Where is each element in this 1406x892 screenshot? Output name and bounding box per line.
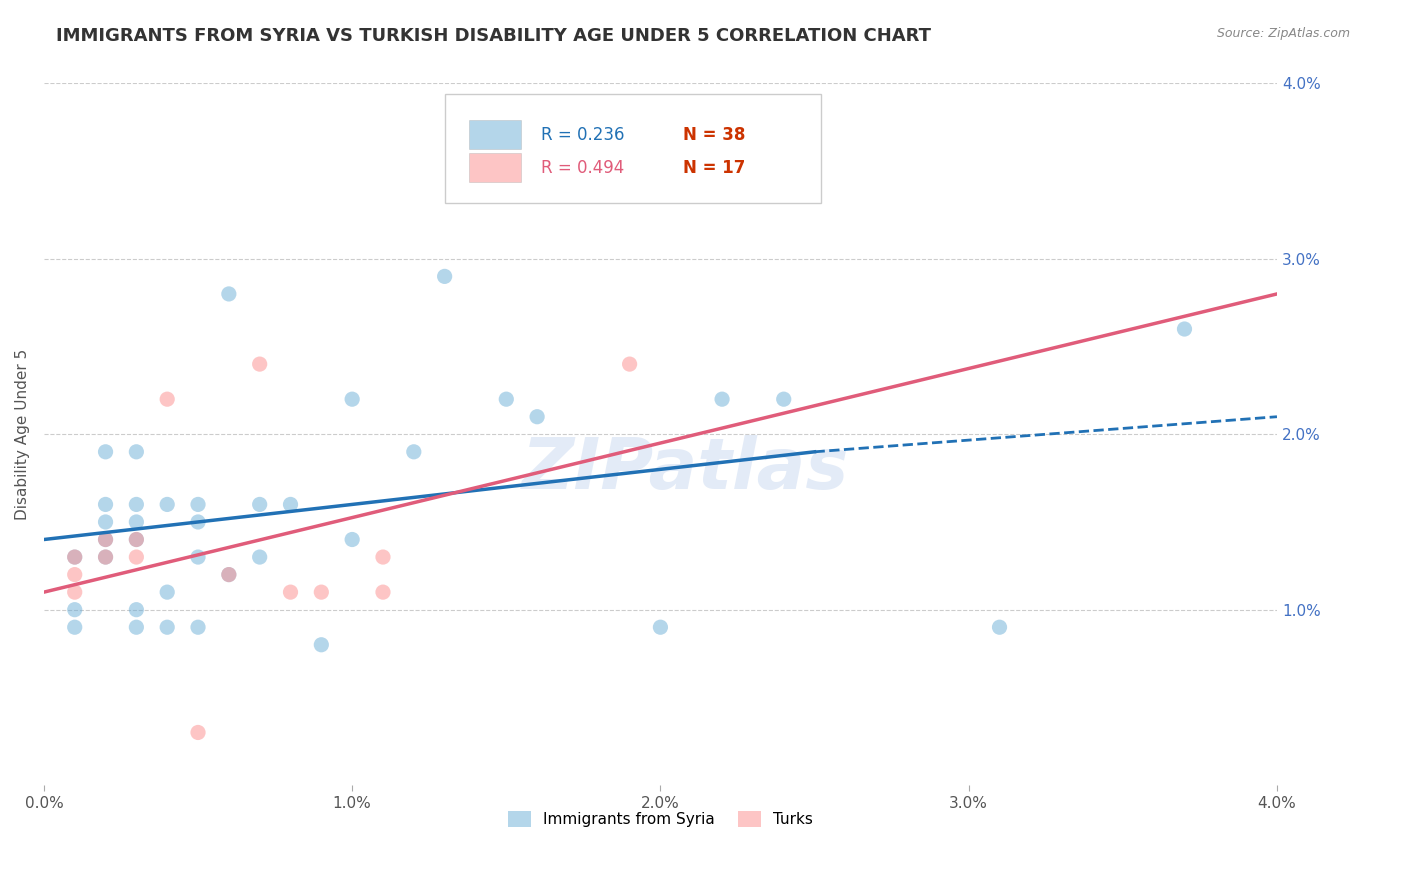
Point xyxy=(125,498,148,512)
Text: R = 0.494: R = 0.494 xyxy=(541,159,624,177)
Point xyxy=(311,585,333,599)
Point xyxy=(125,533,148,547)
Point xyxy=(94,533,117,547)
Point xyxy=(772,392,794,407)
Point xyxy=(650,620,672,634)
Point xyxy=(187,620,209,634)
Point xyxy=(249,357,271,371)
Text: N = 17: N = 17 xyxy=(683,159,745,177)
Point xyxy=(125,550,148,565)
Text: N = 38: N = 38 xyxy=(683,126,745,144)
FancyBboxPatch shape xyxy=(470,153,522,182)
Point xyxy=(249,498,271,512)
Point xyxy=(63,550,86,565)
Point xyxy=(433,269,456,284)
Point xyxy=(156,585,179,599)
Point xyxy=(619,357,641,371)
Point xyxy=(340,533,363,547)
Text: IMMIGRANTS FROM SYRIA VS TURKISH DISABILITY AGE UNDER 5 CORRELATION CHART: IMMIGRANTS FROM SYRIA VS TURKISH DISABIL… xyxy=(56,27,931,45)
Point xyxy=(125,602,148,616)
Point xyxy=(63,550,86,565)
Point xyxy=(988,620,1011,634)
Point xyxy=(94,445,117,459)
Point xyxy=(218,567,240,582)
Point xyxy=(125,533,148,547)
Legend: Immigrants from Syria, Turks: Immigrants from Syria, Turks xyxy=(502,805,818,834)
Point xyxy=(280,498,302,512)
Point xyxy=(187,725,209,739)
Point xyxy=(218,287,240,301)
Point xyxy=(1173,322,1195,336)
Point xyxy=(63,585,86,599)
Point xyxy=(94,515,117,529)
Point xyxy=(94,550,117,565)
Point xyxy=(218,567,240,582)
Point xyxy=(311,638,333,652)
Point xyxy=(94,533,117,547)
Point xyxy=(249,550,271,565)
Point xyxy=(187,515,209,529)
FancyBboxPatch shape xyxy=(470,120,522,149)
Y-axis label: Disability Age Under 5: Disability Age Under 5 xyxy=(15,349,30,520)
Point xyxy=(340,392,363,407)
Point xyxy=(125,515,148,529)
Point xyxy=(156,392,179,407)
Point xyxy=(526,409,548,424)
Point xyxy=(711,392,734,407)
Point xyxy=(156,498,179,512)
Point xyxy=(402,445,425,459)
Point xyxy=(63,620,86,634)
Text: R = 0.236: R = 0.236 xyxy=(541,126,624,144)
Point xyxy=(187,498,209,512)
Text: Source: ZipAtlas.com: Source: ZipAtlas.com xyxy=(1216,27,1350,40)
Point xyxy=(94,550,117,565)
Point xyxy=(187,550,209,565)
Point xyxy=(156,620,179,634)
Point xyxy=(619,112,641,126)
Point xyxy=(125,445,148,459)
FancyBboxPatch shape xyxy=(444,94,821,202)
Point xyxy=(371,585,394,599)
Point xyxy=(63,567,86,582)
Text: ZIPatlas: ZIPatlas xyxy=(522,434,849,504)
Point xyxy=(495,392,517,407)
Point xyxy=(94,498,117,512)
Point xyxy=(280,585,302,599)
Point xyxy=(371,550,394,565)
Point xyxy=(125,620,148,634)
Point xyxy=(63,602,86,616)
